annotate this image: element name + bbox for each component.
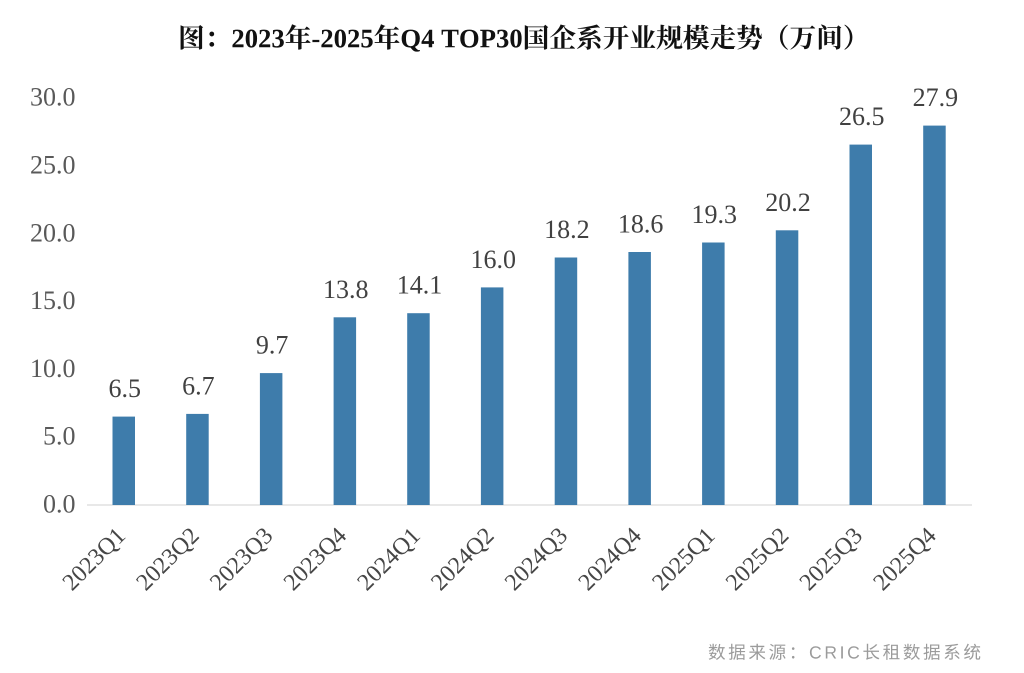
svg-text:6.7: 6.7 bbox=[182, 371, 215, 400]
svg-text:0.0: 0.0 bbox=[43, 490, 76, 519]
svg-text:9.7: 9.7 bbox=[256, 331, 289, 360]
svg-text:30.0: 30.0 bbox=[30, 83, 76, 112]
svg-text:26.5: 26.5 bbox=[839, 102, 885, 131]
svg-text:20.0: 20.0 bbox=[30, 218, 76, 247]
svg-text:25.0: 25.0 bbox=[30, 151, 76, 180]
svg-text:6.5: 6.5 bbox=[108, 374, 141, 403]
svg-text:18.2: 18.2 bbox=[544, 215, 590, 244]
svg-text:13.8: 13.8 bbox=[323, 275, 369, 304]
svg-text:5.0: 5.0 bbox=[43, 422, 76, 451]
svg-text:14.1: 14.1 bbox=[397, 271, 443, 300]
svg-text:20.2: 20.2 bbox=[765, 188, 811, 217]
svg-text:19.3: 19.3 bbox=[692, 200, 738, 229]
svg-text:10.0: 10.0 bbox=[30, 354, 76, 383]
svg-text:16.0: 16.0 bbox=[470, 245, 516, 274]
svg-text:15.0: 15.0 bbox=[30, 286, 76, 315]
svg-text:18.6: 18.6 bbox=[618, 210, 664, 239]
svg-text:27.9: 27.9 bbox=[913, 83, 959, 112]
